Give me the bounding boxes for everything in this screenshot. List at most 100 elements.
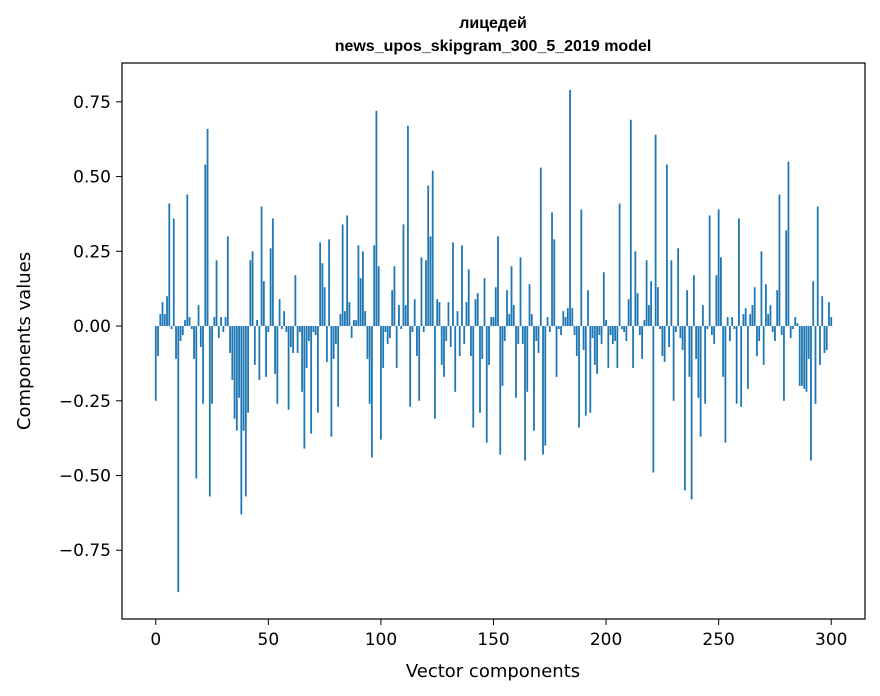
bar <box>159 314 162 327</box>
bar <box>283 311 286 327</box>
bar <box>762 326 765 365</box>
x-tick-label: 0 <box>150 630 161 650</box>
bar <box>634 251 637 327</box>
bar <box>726 317 729 327</box>
bar <box>251 251 254 327</box>
bar <box>247 326 249 413</box>
bar <box>418 326 421 401</box>
bar <box>334 326 337 344</box>
bar <box>600 326 603 344</box>
bar <box>571 308 574 327</box>
bar <box>515 326 517 398</box>
bar <box>305 326 308 368</box>
bar <box>686 290 689 327</box>
bar <box>654 134 657 327</box>
bar <box>476 293 479 327</box>
bar <box>663 326 666 362</box>
bar <box>461 245 463 327</box>
bar <box>467 269 470 327</box>
y-tick-label: 0.00 <box>73 317 111 337</box>
bar <box>805 326 808 392</box>
bar <box>353 320 355 327</box>
bar <box>828 302 830 327</box>
bar <box>488 326 490 365</box>
bar <box>690 326 693 500</box>
bar <box>184 320 186 327</box>
x-tick-label: 250 <box>702 630 734 650</box>
bar <box>332 326 335 359</box>
bar <box>238 326 240 398</box>
bar <box>289 326 292 347</box>
bar <box>668 326 671 347</box>
bar <box>652 326 655 473</box>
bar <box>389 326 391 339</box>
bar <box>607 326 610 368</box>
bar <box>713 326 716 344</box>
bar <box>501 326 504 386</box>
bar <box>427 185 430 327</box>
bar <box>204 164 207 327</box>
bar <box>425 260 427 327</box>
bar <box>278 299 281 327</box>
bar <box>193 326 195 359</box>
bar <box>771 326 774 333</box>
bar <box>816 206 819 327</box>
bar <box>688 326 691 377</box>
bar <box>224 317 227 327</box>
bar <box>616 326 619 368</box>
bar <box>647 305 650 327</box>
bar <box>566 308 569 327</box>
bar <box>661 326 664 356</box>
bar <box>519 257 522 327</box>
bar <box>384 326 387 333</box>
bar <box>544 326 547 446</box>
bar <box>195 326 198 479</box>
bar <box>548 326 551 333</box>
bar <box>154 326 157 401</box>
bar <box>434 326 436 419</box>
bar <box>787 161 790 327</box>
bar <box>665 164 668 327</box>
bar <box>364 311 367 327</box>
bar <box>636 293 639 327</box>
bar <box>555 326 558 377</box>
bar <box>517 326 520 344</box>
bar <box>679 326 682 339</box>
bar <box>267 326 270 333</box>
bar <box>704 326 707 404</box>
bar <box>751 305 754 327</box>
bar <box>645 260 648 327</box>
bar <box>560 326 562 336</box>
bar <box>596 326 598 374</box>
bar <box>314 326 317 336</box>
bar <box>179 326 182 341</box>
bar <box>706 326 709 330</box>
bar <box>614 326 616 341</box>
bar <box>328 239 331 327</box>
bar <box>438 302 441 327</box>
bar <box>789 326 792 339</box>
bar <box>166 296 168 327</box>
bar <box>530 314 533 327</box>
bar <box>382 326 385 368</box>
y-axis-label: Components values <box>14 252 35 430</box>
bar <box>359 278 362 327</box>
bar <box>366 326 369 359</box>
x-tick-label: 50 <box>258 630 280 650</box>
bar <box>337 326 340 407</box>
bar <box>215 260 218 327</box>
y-tick-label: 0.50 <box>73 168 111 188</box>
bar <box>229 326 231 353</box>
bar <box>449 326 452 347</box>
bar <box>731 317 734 327</box>
bar <box>181 326 184 336</box>
y-tick-label: −0.75 <box>59 541 111 561</box>
bar <box>758 326 761 341</box>
bar <box>161 302 164 327</box>
bar <box>472 326 475 428</box>
bar <box>798 326 801 386</box>
bar <box>553 239 556 327</box>
bar <box>357 245 360 327</box>
bar <box>598 326 601 336</box>
bar <box>542 326 544 455</box>
